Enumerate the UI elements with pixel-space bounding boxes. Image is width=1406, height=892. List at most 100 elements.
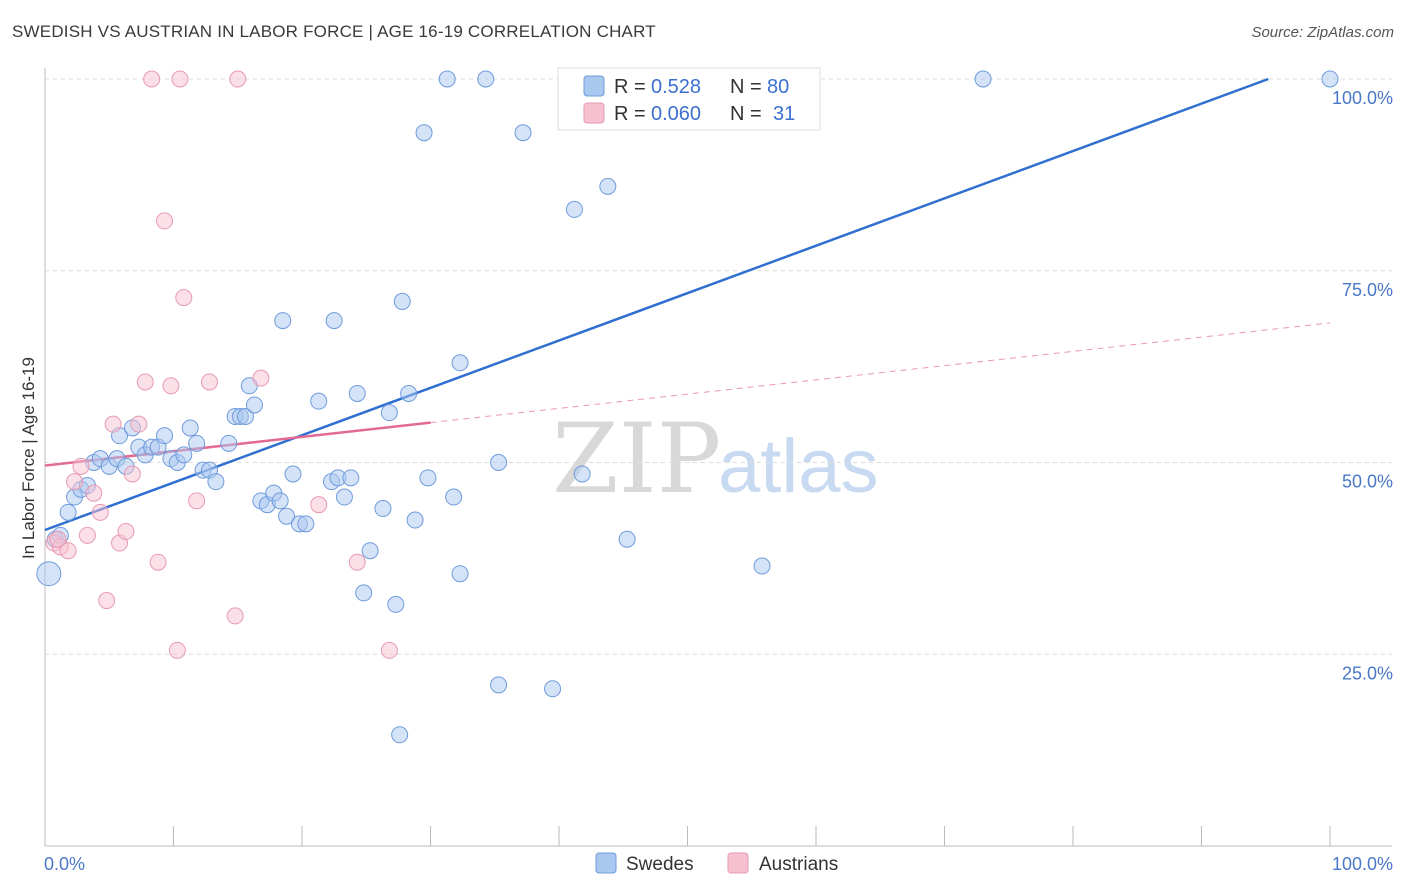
legend-n-value-swedes: 80 [767,76,789,98]
austrians-point [175,289,193,307]
austrians-point [162,377,180,395]
swedes-point [393,292,411,310]
chart-title: SWEDISH VS AUSTRIAN IN LABOR FORCE | AGE… [12,22,656,41]
swedes-point [406,511,424,529]
austrians-point [66,473,84,491]
tick-labels: 25.0% 50.0% 75.0% 100.0% 0.0% 100.0% [44,88,1393,874]
bottom-legend-swedes: Swedes [626,854,694,875]
swedes-point [245,396,263,414]
y-tick-label-100: 100.0% [1332,88,1393,108]
watermark-atlas: atlas [718,424,879,509]
swedes-point [599,177,617,195]
top-legend: R = 0.528 N = 80 R = 0.060 N = 31 [557,67,821,131]
swedes-point [573,465,591,483]
austrians-point [72,457,90,475]
swedes-point [415,124,433,142]
austrians-point [188,492,206,510]
austrians-point [136,373,154,391]
austrians-point [168,641,186,659]
austrians-point [348,553,366,571]
swedes-point [618,530,636,548]
swedes-point [284,465,302,483]
x-tick-label-0: 0.0% [44,854,85,874]
swedes-point [753,557,771,575]
swedes-point [451,354,469,372]
austrians-point [49,530,67,548]
swedes-point [490,454,508,471]
legend-swatch-swedes [583,75,605,97]
legend-r-label-austrians: R = [614,103,646,125]
x-tick-label-100: 100.0% [1332,854,1393,874]
legend-r-value-austrians: 0.060 [651,103,701,125]
austrians-point [310,496,328,514]
legend-n-value-austrians: 31 [773,103,795,125]
austrians-point [252,369,270,387]
austrians-point [229,70,247,88]
source-label: Source: ZipAtlas.com [1251,24,1394,41]
austrians-point [117,523,135,541]
legend-n-label-swedes: N = [730,76,762,98]
swedes-point [207,473,225,491]
swedes-point [380,404,398,422]
grid-lines [45,78,1392,655]
y-tick-label-75: 75.0% [1342,280,1393,300]
swedes-point [297,515,315,533]
swedes-point [310,392,328,410]
austrians-trend-extension [430,322,1331,424]
austrians-point [380,641,398,659]
swedes-point [477,70,495,88]
bottom-legend-austrians: Austrians [759,854,838,875]
bottom-legend-swatch-austrians [727,852,749,874]
swedes-point [565,200,583,218]
swedes-point [400,384,418,402]
bottom-legend-swatch-swedes [595,852,617,874]
y-tick-label-25: 25.0% [1342,663,1393,683]
swedes-point [974,70,992,88]
bottom-legend: Swedes Austrians [595,852,838,875]
austrians-point [85,484,103,502]
austrians-point [156,212,174,230]
swedes-point [451,565,469,583]
swedes-point [220,434,238,452]
swedes-point [342,469,360,487]
y-tick-label-50: 50.0% [1342,472,1393,492]
swedes-point [274,312,292,330]
legend-r-label-swedes: R = [614,76,646,98]
austrians-point [226,607,244,625]
swedes-point [156,427,174,445]
swedes-point [490,676,508,694]
swedes-point [181,419,199,437]
austrians-point [59,542,77,560]
legend-swatch-austrians [583,102,605,124]
austrians-point [200,373,218,391]
swedes-point [59,503,77,521]
austrians-point [143,70,161,88]
swedes-point [514,124,532,142]
austrians-point [123,465,141,483]
swedes-point [36,561,62,587]
austrians-point [104,415,122,433]
axes [44,68,1392,847]
swedes-point [355,584,373,602]
swedes-point [278,507,296,525]
swedes-point [348,384,366,402]
watermark-zip: ZIP [552,403,721,515]
swedes-point [271,492,289,510]
austrians-point [130,415,148,433]
swedes-point [1321,70,1339,88]
swedes-point [391,726,409,744]
swedes-point [374,500,392,518]
austrians-point [78,526,96,544]
austrians-point [98,592,116,610]
legend-r-value-swedes: 0.528 [651,76,701,98]
swedes-point [438,70,456,88]
swedes-point [387,595,405,613]
austrians-point [149,553,167,571]
swedes-point [236,407,254,425]
swedes-point [445,488,463,506]
swedes-point [325,312,343,330]
austrians-point [171,70,189,88]
swedes-trend-line [44,77,1269,532]
y-axis-title: In Labor Force | Age 16-19 [19,357,38,559]
